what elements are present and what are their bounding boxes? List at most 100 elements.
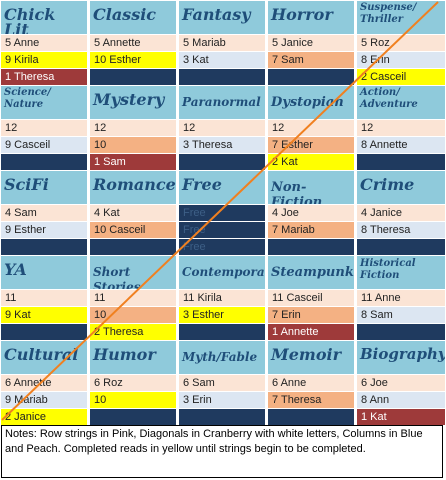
- category-label: Action/ Adventure: [357, 86, 445, 120]
- cell-line[interactable]: 12: [90, 120, 176, 137]
- category-label: SciFi: [1, 171, 87, 205]
- cell-line[interactable]: 7 Theresa: [268, 392, 354, 409]
- cell-line[interactable]: 5 Anne: [1, 35, 87, 52]
- cell-line[interactable]: 12: [357, 120, 445, 137]
- cell-line[interactable]: 3 Kat: [179, 52, 265, 69]
- cell-line[interactable]: 10: [90, 392, 176, 409]
- cell-line[interactable]: 6 Roz: [90, 375, 176, 392]
- category-label: Chick Lit: [1, 1, 87, 35]
- cell-line[interactable]: 6 Sam: [179, 375, 265, 392]
- cell-line[interactable]: 12: [179, 120, 265, 137]
- cell-line[interactable]: 10 Casceil: [90, 222, 176, 239]
- square-dystopian: Dystopian 12 7 Esther 2 Kat: [268, 86, 354, 171]
- cell-line[interactable]: [268, 69, 354, 86]
- cell-line[interactable]: [90, 409, 176, 426]
- square-crime: Crime 4 Janice 8 Theresa: [357, 171, 445, 256]
- cell-line[interactable]: 12: [1, 120, 87, 137]
- cell-line[interactable]: [90, 239, 176, 256]
- cell-line[interactable]: 5 Roz: [357, 35, 445, 52]
- cell-line[interactable]: 10: [90, 307, 176, 324]
- square-ya: YA 11 9 Kat: [1, 256, 87, 341]
- category-label: Horror: [268, 1, 354, 35]
- cell-line[interactable]: 4 Joe: [268, 205, 354, 222]
- square-suspense-thriller: Suspense/ Thriller 5 Roz 8 Erin 2 Cascei…: [357, 1, 445, 86]
- cell-line[interactable]: 11: [90, 290, 176, 307]
- cell-line[interactable]: 11: [1, 290, 87, 307]
- square-mystery: Mystery 12 10 1 Sam: [90, 86, 176, 171]
- cell-line[interactable]: 11 Kirila: [179, 290, 265, 307]
- cell-line[interactable]: [268, 239, 354, 256]
- cell-line[interactable]: 11 Casceil: [268, 290, 354, 307]
- cell-line[interactable]: [1, 324, 87, 341]
- bingo-board: Chick Lit 5 Anne 9 Kirila 1 Theresa Scie…: [1, 1, 445, 426]
- cell-line[interactable]: 6 Joe: [357, 375, 445, 392]
- cell-line[interactable]: 2 Janice: [1, 409, 87, 426]
- cell-line[interactable]: 8 Erin: [357, 52, 445, 69]
- cell-line[interactable]: [1, 154, 87, 171]
- category-label: Memoir: [268, 341, 354, 375]
- cell-line[interactable]: [357, 324, 445, 341]
- square-non-fiction: Non-Fiction 4 Joe 7 Mariab: [268, 171, 354, 256]
- category-label: Fantasy: [179, 1, 265, 35]
- cell-line[interactable]: 1 Kat: [357, 409, 445, 426]
- cell-line[interactable]: 1 Sam: [90, 154, 176, 171]
- cell-line[interactable]: 9 Esther: [1, 222, 87, 239]
- square-memoir: Memoir 6 Anne 7 Theresa: [268, 341, 354, 426]
- category-label: Historical Fiction: [357, 256, 445, 290]
- cell-line[interactable]: 9 Casceil: [1, 137, 87, 154]
- cell-line[interactable]: 8 Ann: [357, 392, 445, 409]
- cell-line[interactable]: 8 Theresa: [357, 222, 445, 239]
- column-5: Suspense/ Thriller 5 Roz 8 Erin 2 Cascei…: [357, 1, 445, 426]
- cell-line[interactable]: [357, 154, 445, 171]
- cell-line[interactable]: 10 Esther: [90, 52, 176, 69]
- cell-line[interactable]: 8 Annette: [357, 137, 445, 154]
- cell-line[interactable]: 8 Sam: [357, 307, 445, 324]
- cell-line[interactable]: [179, 154, 265, 171]
- cell-line[interactable]: 5 Annette: [90, 35, 176, 52]
- square-fantasy: Fantasy 5 Mariab 3 Kat: [179, 1, 265, 86]
- cell-line[interactable]: 10: [90, 137, 176, 154]
- cell-line[interactable]: 4 Kat: [90, 205, 176, 222]
- column-3: Fantasy 5 Mariab 3 Kat Paranormal 12 3 T…: [179, 1, 265, 426]
- cell-line[interactable]: 2 Casceil: [357, 69, 445, 86]
- square-science-nature: Science/ Nature 12 9 Casceil: [1, 86, 87, 171]
- cell-line[interactable]: 1 Annette: [268, 324, 354, 341]
- cell-line[interactable]: 5 Mariab: [179, 35, 265, 52]
- cell-line[interactable]: 3 Theresa: [179, 137, 265, 154]
- cell-line[interactable]: [179, 324, 265, 341]
- cell-line[interactable]: 9 Mariab: [1, 392, 87, 409]
- cell-line[interactable]: 7 Sam: [268, 52, 354, 69]
- category-label: Crime: [357, 171, 445, 205]
- cell-line[interactable]: 3 Esther: [179, 307, 265, 324]
- cell-line[interactable]: 2 Theresa: [90, 324, 176, 341]
- square-historical-fiction: Historical Fiction 11 Anne 8 Sam: [357, 256, 445, 341]
- cell-line[interactable]: [357, 239, 445, 256]
- cell-line[interactable]: [90, 69, 176, 86]
- cell-line[interactable]: 6 Anne: [268, 375, 354, 392]
- cell-line[interactable]: [268, 409, 354, 426]
- category-label: Myth/Fable: [179, 341, 265, 375]
- cell-line[interactable]: 5 Janice: [268, 35, 354, 52]
- cell-line[interactable]: 3 Erin: [179, 392, 265, 409]
- cell-line[interactable]: [179, 409, 265, 426]
- cell-line[interactable]: 9 Kirila: [1, 52, 87, 69]
- cell-line[interactable]: Free: [179, 205, 265, 222]
- cell-line[interactable]: 7 Esther: [268, 137, 354, 154]
- cell-line[interactable]: 1 Theresa: [1, 69, 87, 86]
- cell-line[interactable]: 6 Annette: [1, 375, 87, 392]
- cell-line[interactable]: 4 Sam: [1, 205, 87, 222]
- cell-line[interactable]: 4 Janice: [357, 205, 445, 222]
- category-label: Suspense/ Thriller: [357, 1, 445, 35]
- cell-line[interactable]: 12: [268, 120, 354, 137]
- cell-line[interactable]: 7 Mariab: [268, 222, 354, 239]
- cell-line[interactable]: 9 Kat: [1, 307, 87, 324]
- cell-line[interactable]: Free: [179, 239, 265, 256]
- category-label: Contemporary: [179, 256, 265, 290]
- cell-line[interactable]: 7 Erin: [268, 307, 354, 324]
- cell-line[interactable]: [179, 69, 265, 86]
- cell-line[interactable]: Free: [179, 222, 265, 239]
- cell-line[interactable]: [1, 239, 87, 256]
- notes-box: Notes: Row strings in Pink, Diagonals in…: [1, 425, 443, 478]
- cell-line[interactable]: 11 Anne: [357, 290, 445, 307]
- cell-line[interactable]: 2 Kat: [268, 154, 354, 171]
